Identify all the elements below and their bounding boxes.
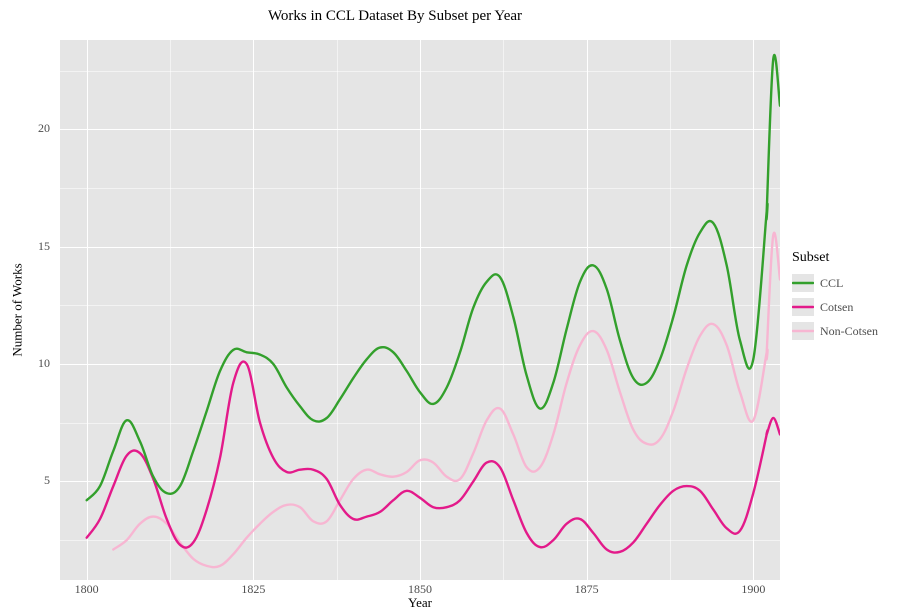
y-tick-label: 10 — [0, 356, 50, 371]
legend-label: Non-Cotsen — [820, 324, 878, 339]
legend-swatch — [792, 322, 814, 340]
legend-swatch — [792, 274, 814, 292]
legend-label: CCL — [820, 276, 843, 291]
plot-area — [60, 40, 780, 580]
legend-swatch — [792, 298, 814, 316]
legend-title: Subset — [792, 250, 902, 266]
y-tick-label: 15 — [0, 239, 50, 254]
legend: Subset CCL Cotsen Non-Cotsen — [792, 250, 902, 344]
x-axis-title: Year — [60, 595, 780, 611]
chart-container: Works in CCL Dataset By Subset per Year … — [0, 0, 907, 611]
legend-item: Cotsen — [792, 296, 902, 318]
y-tick-label: 5 — [0, 473, 50, 488]
y-tick-label: 20 — [0, 121, 50, 136]
legend-label: Cotsen — [820, 300, 853, 315]
chart-title: Works in CCL Dataset By Subset per Year — [0, 8, 790, 25]
legend-items: CCL Cotsen Non-Cotsen — [792, 272, 902, 342]
series-line-ccl — [87, 55, 780, 500]
legend-item: CCL — [792, 272, 902, 294]
series-lines — [60, 40, 780, 580]
series-line-non-cotsen — [113, 233, 780, 567]
y-axis-title-text: Number of Works — [10, 263, 26, 356]
legend-item: Non-Cotsen — [792, 320, 902, 342]
